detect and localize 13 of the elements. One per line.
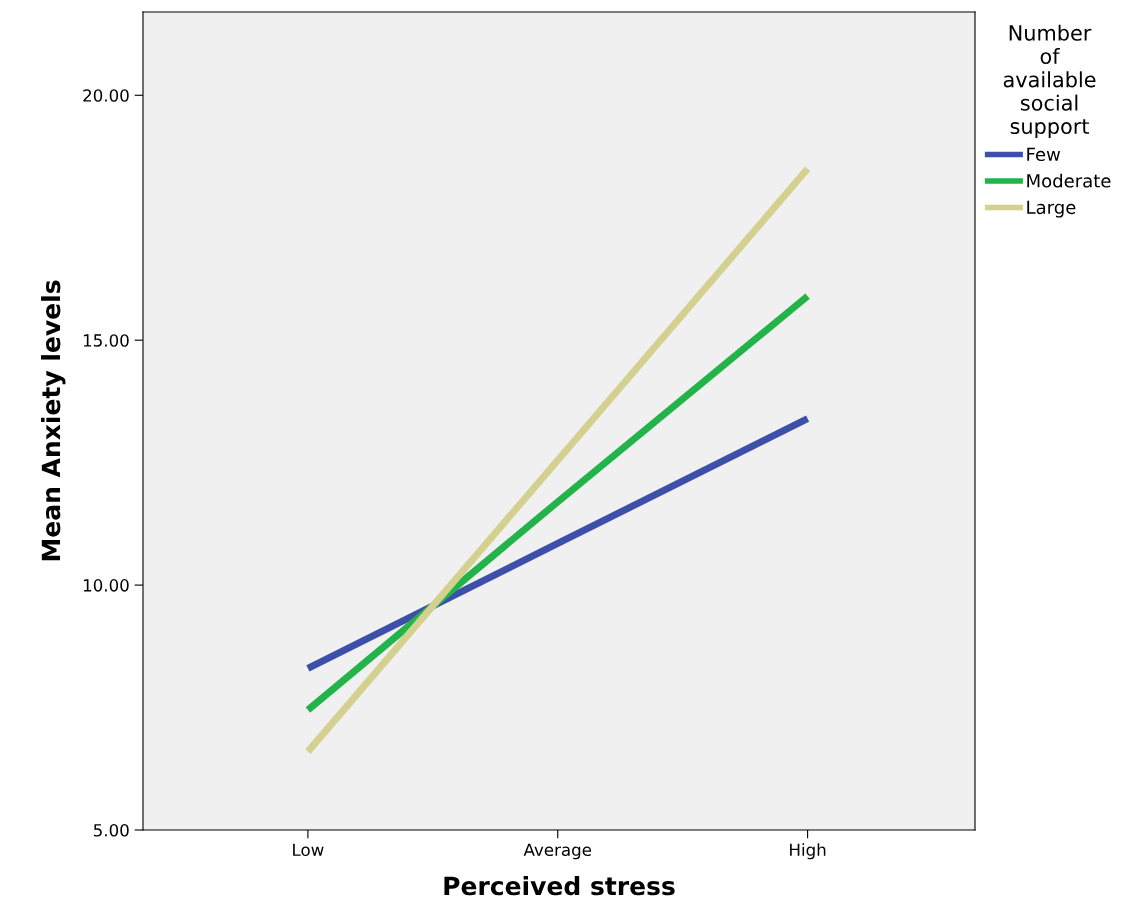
- legend-label: Large: [1027, 200, 1076, 218]
- x-tick-label: Low: [293, 843, 324, 857]
- x-tick-label: High: [790, 843, 826, 860]
- legend-label: Few: [1027, 147, 1061, 162]
- y-tick-label: 5.00: [93, 823, 129, 837]
- x-tick-label: Average: [523, 843, 592, 860]
- legend-title: Number of available social support: [1003, 24, 1096, 139]
- x-axis-title: Perceived stress: [444, 875, 675, 896]
- y-axis-title: Mean Anxiety levels: [41, 280, 66, 561]
- legend-label: Moderate: [1027, 173, 1111, 188]
- y-tick-label: 10.00: [83, 579, 129, 592]
- y-tick-label: 20.00: [83, 89, 129, 102]
- y-tick-label: 15.00: [83, 334, 129, 347]
